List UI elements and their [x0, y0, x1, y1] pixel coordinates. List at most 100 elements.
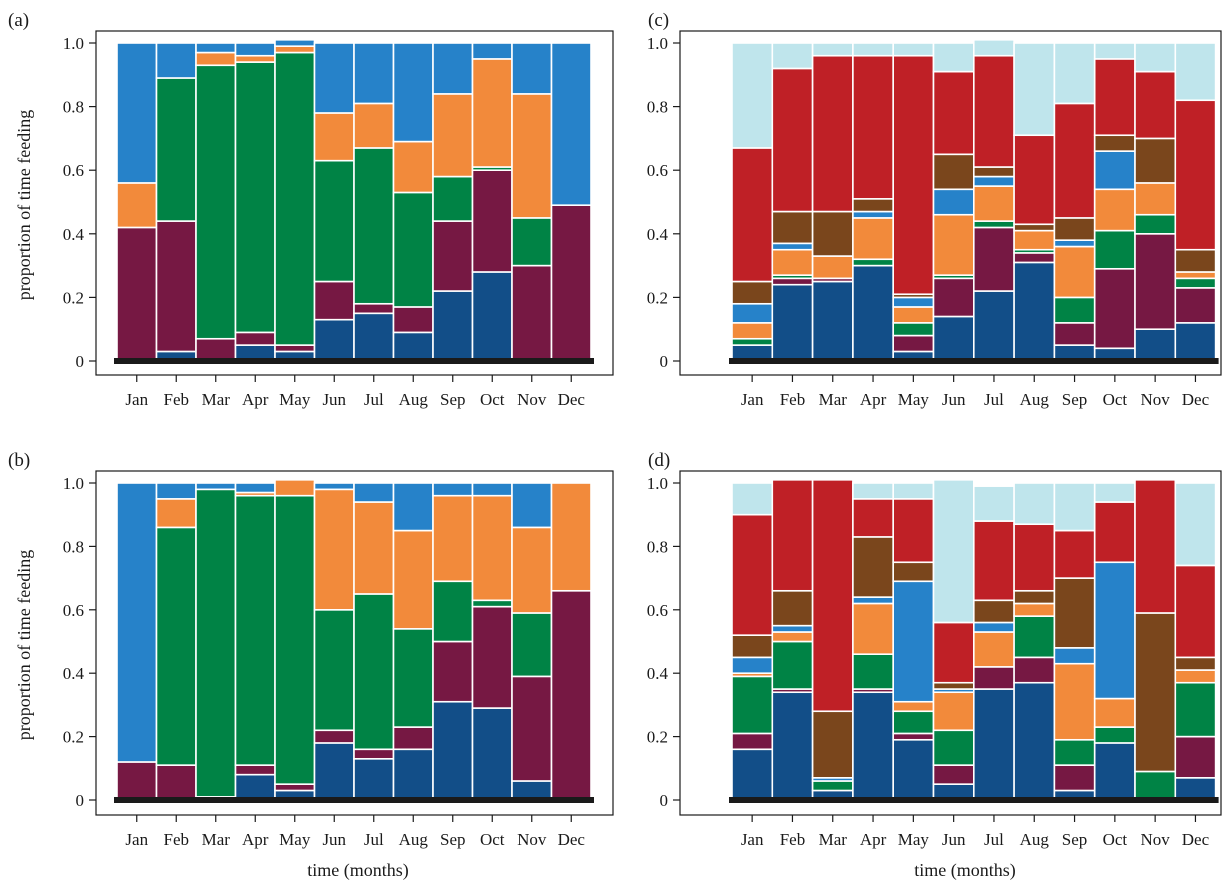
- bar-segment-lightblue-jul: [972, 39, 1015, 57]
- x-tick-label-sep: Sep: [440, 390, 466, 409]
- bar-segment-lightblue-oct: [1093, 42, 1136, 60]
- bar-segment-navy-aug: [392, 331, 434, 362]
- bar-segment-maroon-jul: [972, 226, 1015, 292]
- bar-segment-maroon-dec: [550, 589, 592, 801]
- x-tick-label-jun: Jun: [322, 830, 346, 849]
- bar-segment-brown-aug: [1013, 589, 1056, 605]
- bar-segment-orange-jul: [353, 102, 395, 149]
- bar-segment-navy-jun: [932, 315, 975, 362]
- bar-segment-red-jan: [731, 147, 774, 283]
- bar-segment-blue-oct: [1093, 561, 1136, 700]
- bar-segment-green-sep: [432, 580, 474, 643]
- bar-segment-brown-jul: [972, 599, 1015, 624]
- bar-segment-maroon-mar: [195, 337, 237, 362]
- bar-segment-blue-jan: [116, 482, 158, 763]
- x-tick-label-dec: Dec: [558, 830, 586, 849]
- x-tick-label-nov: Nov: [1141, 390, 1171, 409]
- bar-segment-maroon-nov: [511, 264, 553, 362]
- bar-segment-maroon-dec: [1174, 735, 1217, 779]
- bar-segment-blue-oct: [471, 42, 513, 60]
- bar-segment-brown-mar: [811, 710, 854, 779]
- bar-segment-red-oct: [1093, 501, 1136, 564]
- bar-segment-orange-mar: [811, 255, 854, 280]
- y-tick-label: 0.4: [63, 225, 85, 244]
- x-tick-label-oct: Oct: [480, 390, 505, 409]
- bar-segment-orange-apr: [852, 602, 895, 655]
- bar-segment-navy-feb: [771, 283, 814, 362]
- bar-segment-green-aug: [1013, 615, 1056, 659]
- x-tick-label-dec: Dec: [1182, 830, 1210, 849]
- bar-segment-orange-sep: [1053, 662, 1096, 741]
- bar-segment-green-feb: [155, 526, 197, 766]
- bar-segment-brown-may: [892, 561, 935, 583]
- x-tick-label-may: May: [898, 390, 930, 409]
- bar-segment-blue-oct: [471, 482, 513, 497]
- y-tick-label: 0.6: [647, 161, 668, 180]
- bar-segment-lightblue-aug: [1013, 482, 1056, 526]
- bar-segment-lightblue-may: [892, 482, 935, 500]
- bar-segment-blue-nov: [511, 42, 553, 95]
- y-tick-label: 0: [76, 352, 85, 371]
- bar-segment-red-dec: [1174, 564, 1217, 659]
- y-tick-label: 0.2: [63, 288, 84, 307]
- bar-segment-green-sep: [432, 175, 474, 222]
- x-tick-label-jul: Jul: [984, 830, 1004, 849]
- bar-segment-green-apr: [234, 61, 276, 334]
- bar-segment-blue-oct: [1093, 150, 1136, 191]
- bar-segment-red-jul: [972, 520, 1015, 602]
- bar-segment-lightblue-dec: [1174, 482, 1217, 567]
- bar-segment-green-oct: [1093, 229, 1136, 270]
- bar-segment-brown-nov: [1134, 612, 1177, 773]
- bar-segment-orange-feb: [771, 631, 814, 643]
- chart-panel-b: 0 0.2 0.4 0.6 0.8 1.0 Jan Feb Mar Apr May Jun Jul Aug…: [63, 470, 614, 849]
- y-tick-label: 1.0: [647, 34, 668, 53]
- bar-segment-green-mar: [195, 64, 237, 340]
- x-tick-label-sep: Sep: [440, 830, 466, 849]
- x-tick-label-nov: Nov: [517, 390, 547, 409]
- bar-segment-blue-jul: [972, 175, 1015, 187]
- bar-segment-brown-sep: [1053, 217, 1096, 241]
- x-tick-label-apr: Apr: [860, 390, 887, 409]
- bar-segment-navy-oct: [471, 707, 513, 801]
- bar-segment-navy-jul: [972, 290, 1015, 362]
- bar-segment-navy-feb: [771, 691, 814, 801]
- x-tick-label-dec: Dec: [558, 390, 586, 409]
- x-tick-label-feb: Feb: [164, 830, 190, 849]
- bar-segment-brown-jan: [731, 634, 774, 659]
- x-tick-label-feb: Feb: [780, 830, 806, 849]
- bar-segment-brown-jan: [731, 280, 774, 305]
- x-tick-label-jan: Jan: [125, 830, 148, 849]
- bar-segment-maroon-feb: [155, 764, 197, 801]
- bar-segment-lightblue-jan: [731, 42, 774, 149]
- bar-segment-red-sep: [1053, 102, 1096, 219]
- bar-segment-lightblue-oct: [1093, 482, 1136, 503]
- bar-segment-orange-nov: [511, 93, 553, 219]
- bar-segment-blue-jan: [731, 302, 774, 324]
- bar-segment-blue-mar: [195, 482, 237, 491]
- bar-segment-red-nov: [1134, 479, 1177, 614]
- bar-segment-green-dec: [1174, 277, 1217, 289]
- bar-segment-green-dec: [1174, 681, 1217, 738]
- bar-segment-blue-jul: [972, 621, 1015, 633]
- y-tick-label: 0.4: [647, 664, 669, 683]
- bar-segment-orange-oct: [1093, 188, 1136, 232]
- bar-segment-brown-apr: [852, 536, 895, 598]
- bar-segment-orange-dec: [550, 482, 592, 592]
- bar-segment-green-aug: [392, 191, 434, 308]
- plot-frame: [95, 470, 614, 816]
- bar-segment-blue-feb: [771, 242, 814, 251]
- bar-segment-orange-jun: [313, 488, 355, 611]
- x-tick-label-aug: Aug: [1020, 830, 1050, 849]
- bar-segment-orange-feb: [155, 498, 197, 529]
- bar-segment-green-jun: [313, 608, 355, 732]
- x-tick-label-sep: Sep: [1062, 390, 1088, 409]
- x-tick-label-aug: Aug: [399, 830, 429, 849]
- bar-segment-blue-apr: [234, 482, 276, 494]
- bar-segment-navy-apr: [852, 264, 895, 362]
- x-tick-label-jul: Jul: [364, 830, 384, 849]
- y-tick-label: 0.4: [647, 225, 669, 244]
- bar-segment-green-nov: [511, 217, 553, 267]
- bar-segment-orange-nov: [1134, 182, 1177, 216]
- bar-segment-green-jan: [731, 675, 774, 735]
- bar-segment-navy-mar: [811, 280, 854, 362]
